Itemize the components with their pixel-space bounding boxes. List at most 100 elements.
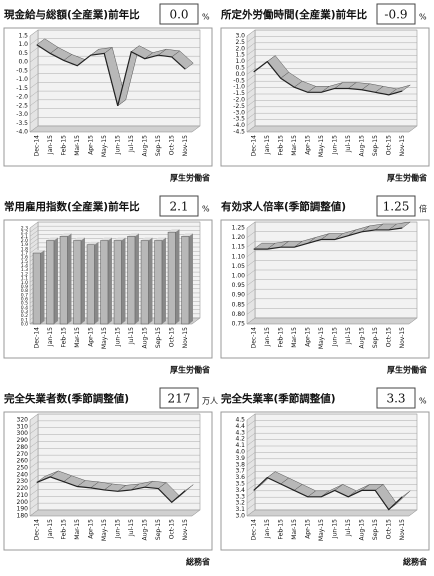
grid-slant <box>29 47 39 54</box>
y-tick-label: 1.25 <box>232 225 246 232</box>
y-tick-label: -3.5 <box>16 120 28 127</box>
x-tick-label: Nov-15 <box>399 135 406 157</box>
x-tick-label: Apr-15 <box>304 135 311 155</box>
y-tick-label: 1.6 <box>21 255 28 261</box>
grid-slant <box>29 238 39 245</box>
x-tick-label: Nov-15 <box>399 519 406 541</box>
headline-value: 3.3 <box>386 392 405 406</box>
grid-slant <box>246 477 256 485</box>
grid-slant <box>246 93 256 101</box>
y-tick-label: 320 <box>17 417 29 424</box>
grid-slant <box>29 234 39 241</box>
y-tick-label: 0.9 <box>21 284 28 290</box>
grid-slant <box>29 434 39 441</box>
headline-value: 217 <box>168 392 191 406</box>
x-tick-label: Jan-15 <box>47 327 54 347</box>
x-tick-label: Oct-15 <box>168 327 175 347</box>
source: 厚生労働省 <box>387 365 427 375</box>
grid-slant <box>246 42 256 49</box>
x-tick-label: Jul-15 <box>128 135 135 153</box>
grid-slant <box>29 117 39 124</box>
x-tick-label: Mar-15 <box>291 135 298 156</box>
grid-slant <box>29 502 39 510</box>
y-tick-label: 0.0 <box>235 71 245 78</box>
x-tick-label: Feb-15 <box>277 327 284 348</box>
grid-slant <box>29 82 39 89</box>
y-tick-label: -1.0 <box>16 76 28 83</box>
grid-slant <box>29 482 39 489</box>
line <box>36 476 186 504</box>
x-tick-label: Oct-15 <box>168 135 175 155</box>
grid-slant <box>29 496 39 503</box>
bar-top <box>73 237 85 241</box>
headline-value: -0.9 <box>384 8 407 22</box>
y-tick-label: 0.80 <box>232 311 246 318</box>
x-tick-label: Dec-14 <box>33 519 40 541</box>
unit: % <box>202 205 210 214</box>
x-tick-label: Mar-15 <box>74 327 81 348</box>
y-tick-label: 300 <box>17 430 29 437</box>
grid-slant <box>246 231 256 238</box>
y-tick-label: 200 <box>17 499 29 506</box>
bar-top <box>100 237 112 241</box>
y-tick-label: 1.0 <box>18 41 28 48</box>
y-tick-label: 2.2 <box>21 230 28 236</box>
bar-side <box>40 250 45 324</box>
x-tick-label: Dec-14 <box>250 135 257 157</box>
x-tick-label: Jul-15 <box>128 519 135 537</box>
panel-title: 所定外労働時間(全産業)前年比 <box>221 8 368 21</box>
unit: 倍 <box>419 204 427 214</box>
y-tick-label: 210 <box>17 492 29 499</box>
y-tick-label: 220 <box>17 485 29 492</box>
bar-side <box>94 241 99 324</box>
bar <box>46 240 55 325</box>
grid-slant <box>246 289 256 296</box>
y-tick-label: 3.5 <box>235 481 245 488</box>
y-tick-label: 3.0 <box>235 33 245 40</box>
grid-slant <box>246 445 256 453</box>
grid-slant <box>246 36 256 43</box>
x-tick-label: Nov-15 <box>182 135 189 157</box>
grid-slant <box>246 250 256 257</box>
bar-top <box>46 237 58 241</box>
grid-slant <box>29 509 39 517</box>
x-tick-label: Mar-15 <box>74 135 81 156</box>
y-tick-label: 0.1 <box>21 317 28 323</box>
y-tick-label: 1.15 <box>232 244 246 251</box>
x-tick-label: Aug-15 <box>141 135 148 157</box>
x-tick-label: Apr-15 <box>87 327 94 347</box>
y-tick-label: 2.0 <box>235 45 245 52</box>
grid-slant <box>29 420 39 428</box>
grid-slant <box>246 61 256 69</box>
y-tick-label: 1.8 <box>21 246 28 252</box>
grid-slant <box>29 475 39 482</box>
grid-slant <box>29 29 39 37</box>
x-tick-label: Jun-15 <box>114 519 121 539</box>
x-tick-label: Dec-14 <box>250 519 257 541</box>
grid-slant <box>246 458 256 465</box>
bar-top <box>33 250 45 254</box>
headline-value: 0.0 <box>169 8 188 22</box>
y-tick-label: 0.8 <box>21 288 28 294</box>
grid-slant <box>29 489 39 496</box>
grid-slant <box>29 90 39 98</box>
panel-title: 完全失業率(季節調整値) <box>221 392 336 405</box>
bar <box>113 240 122 325</box>
grid-slant <box>246 279 256 286</box>
y-tick-label: 3.7 <box>235 468 245 475</box>
y-tick-label: 0.85 <box>232 301 246 308</box>
y-tick-label: 260 <box>17 458 29 465</box>
bar <box>86 244 95 325</box>
bar-top <box>141 237 153 241</box>
headline-box <box>376 195 416 217</box>
x-tick-label: Jan-15 <box>264 327 271 347</box>
x-tick-label: Sep-15 <box>372 519 379 540</box>
line <box>253 60 403 96</box>
y-tick-label: -2.0 <box>16 94 28 101</box>
y-tick-label: 1.00 <box>232 273 246 280</box>
grid-slant <box>246 49 256 56</box>
y-tick-label: -3.0 <box>233 109 245 116</box>
y-tick-label: 230 <box>17 478 29 485</box>
grid-slant <box>246 413 256 421</box>
